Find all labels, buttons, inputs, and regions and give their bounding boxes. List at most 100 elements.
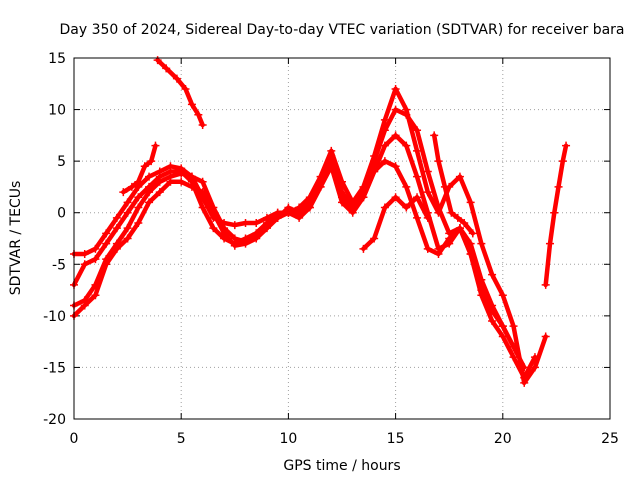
data-point xyxy=(477,291,486,300)
data-point xyxy=(209,208,218,217)
data-point xyxy=(434,203,443,212)
data-point xyxy=(127,182,136,191)
data-point xyxy=(187,172,196,181)
data-point xyxy=(509,342,518,351)
data-point xyxy=(112,224,121,233)
grid-lines xyxy=(74,58,610,419)
y-tick-label: 15 xyxy=(48,51,66,67)
data-point xyxy=(338,198,346,207)
series-9 xyxy=(541,141,571,289)
y-tick-label: 10 xyxy=(48,103,66,119)
data-point xyxy=(91,291,100,300)
data-point xyxy=(252,234,261,243)
data-point xyxy=(155,188,164,197)
data-point xyxy=(447,208,456,217)
data-point xyxy=(391,162,400,171)
data-point xyxy=(102,239,111,248)
data-point xyxy=(391,131,400,140)
series-7 xyxy=(119,141,160,197)
data-point xyxy=(140,162,149,171)
data-point xyxy=(151,141,160,150)
series-line xyxy=(71,107,527,370)
data-point xyxy=(262,224,271,233)
data-point xyxy=(430,131,439,140)
data-point xyxy=(380,115,389,124)
data-point xyxy=(402,203,411,212)
data-point xyxy=(91,255,100,264)
data-point xyxy=(172,74,181,83)
data-point xyxy=(153,56,162,65)
data-point xyxy=(445,234,454,243)
data-point xyxy=(145,198,154,207)
data-point xyxy=(198,203,207,212)
data-point xyxy=(423,213,432,222)
data-point xyxy=(241,219,250,228)
y-tick-label: -10 xyxy=(43,309,66,325)
data-point xyxy=(166,177,175,186)
data-point xyxy=(413,146,422,155)
data-point xyxy=(305,198,314,207)
data-point xyxy=(123,208,132,217)
data-point xyxy=(162,64,171,73)
data-point xyxy=(359,193,368,202)
data-point xyxy=(402,110,411,119)
data-point xyxy=(187,182,196,191)
data-point xyxy=(380,126,389,135)
data-point xyxy=(198,121,207,130)
data-point xyxy=(145,172,154,181)
data-point xyxy=(423,188,432,197)
data-point xyxy=(134,193,143,202)
data-point xyxy=(530,353,539,362)
data-point xyxy=(295,208,304,217)
data-point xyxy=(498,322,507,331)
series-line xyxy=(71,86,548,386)
data-point xyxy=(273,213,282,222)
data-point xyxy=(198,177,207,186)
data-point xyxy=(488,317,497,326)
data-point xyxy=(80,249,89,258)
data-point xyxy=(545,239,554,248)
data-point xyxy=(102,260,111,269)
series-line xyxy=(71,158,538,380)
series-1 xyxy=(70,84,550,387)
data-point xyxy=(455,172,464,181)
x-tick-label: 0 xyxy=(70,431,79,447)
data-point xyxy=(123,198,132,207)
data-point xyxy=(316,182,325,191)
data-point xyxy=(230,234,239,243)
data-point xyxy=(102,229,111,238)
x-tick-label: 15 xyxy=(387,431,405,447)
data-point xyxy=(488,301,497,310)
y-axis-label: SDTVAR / TECUs xyxy=(8,181,24,296)
data-point xyxy=(370,234,379,243)
data-point xyxy=(380,157,389,166)
y-tick-labels: -20 -15 -10 -5 0 5 10 15 xyxy=(43,51,66,428)
y-tick-label: 5 xyxy=(57,154,66,170)
data-point xyxy=(530,363,539,372)
data-point xyxy=(177,169,186,178)
x-axis-label: GPS time / hours xyxy=(283,458,400,474)
data-point xyxy=(413,172,422,181)
data-point xyxy=(327,162,336,171)
data-point xyxy=(550,208,559,217)
data-point xyxy=(434,249,443,258)
data-point xyxy=(112,244,121,253)
data-point xyxy=(498,291,507,300)
series-5 xyxy=(153,56,207,130)
data-point xyxy=(562,141,571,150)
y-tick-label: -15 xyxy=(43,360,66,376)
data-point xyxy=(194,110,203,119)
data-point xyxy=(359,244,368,253)
data-point xyxy=(391,105,400,114)
data-point xyxy=(440,182,449,191)
series-8 xyxy=(430,131,477,238)
data-point xyxy=(434,157,443,166)
data-point xyxy=(466,249,475,258)
data-point xyxy=(181,84,190,93)
x-tick-labels: 0 5 10 15 20 25 xyxy=(70,431,619,447)
data-point xyxy=(402,182,411,191)
data-point xyxy=(402,141,411,150)
data-point xyxy=(558,157,567,166)
x-tick-label: 25 xyxy=(601,431,619,447)
data-point xyxy=(423,244,432,253)
